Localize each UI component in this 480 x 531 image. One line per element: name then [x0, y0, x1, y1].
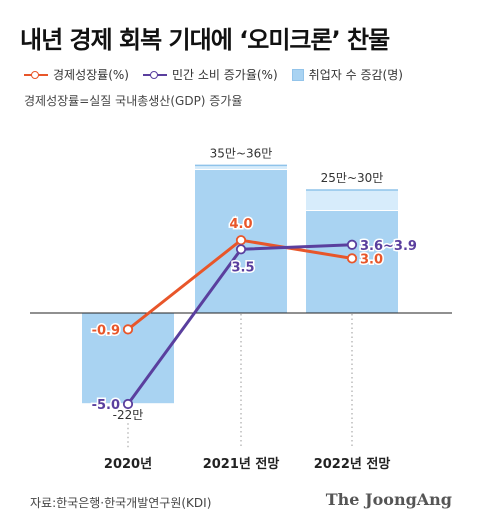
gdp-label: -0.9: [92, 323, 120, 338]
employment-label: 35만~36만: [210, 146, 273, 160]
employment-range-bar: [306, 190, 398, 211]
consumption-label: 3.5: [231, 260, 254, 275]
legend-item-employment: 취업자 수 증감(명): [291, 66, 403, 83]
definition-note: 경제성장률=실질 국내총생산(GDP) 증가율: [24, 94, 243, 108]
consumption-label: 3.6~3.9: [360, 239, 417, 254]
legend-label-gdp: 경제성장률(%): [53, 68, 129, 82]
legend-item-gdp: 경제성장률(%): [24, 66, 129, 83]
employment-label: 25만~30만: [321, 171, 384, 185]
legend-label-employment: 취업자 수 증감(명): [308, 68, 403, 82]
x-tick-label: 2022년 전망: [314, 456, 391, 472]
gdp-point: [235, 235, 247, 246]
employment-label: -22만: [113, 408, 144, 422]
gdp-point: [346, 253, 358, 264]
consumption-label: -5.0: [92, 398, 120, 413]
gdp-legend-icon: [24, 69, 48, 81]
consumption-legend-icon: [142, 69, 167, 81]
x-tick-label: 2021년 전망: [203, 456, 280, 472]
gdp-label: 4.0: [229, 217, 252, 232]
gdp-point: [122, 324, 134, 335]
brand-logo: The JoongAng: [325, 490, 452, 509]
x-tick-label: 2020년: [104, 457, 152, 472]
legend: 경제성장률(%) 민간 소비 증가율(%) 취업자 수 증감(명): [24, 66, 403, 83]
consumption-point: [346, 239, 358, 250]
legend-item-consumption: 민간 소비 증가율(%): [142, 66, 278, 83]
source-note: 자료:한국은행·한국개발연구원(KDI): [30, 496, 212, 510]
bar-legend-icon: [291, 68, 304, 81]
consumption-point: [235, 244, 247, 255]
legend-label-consumption: 민간 소비 증가율(%): [171, 68, 278, 82]
consumption-point: [122, 398, 134, 410]
employment-range-bar: [195, 165, 287, 170]
gdp-label: 3.0: [360, 252, 383, 267]
chart-title: 내년 경제 회복 기대에 ‘오미크론’ 찬물: [20, 26, 390, 54]
